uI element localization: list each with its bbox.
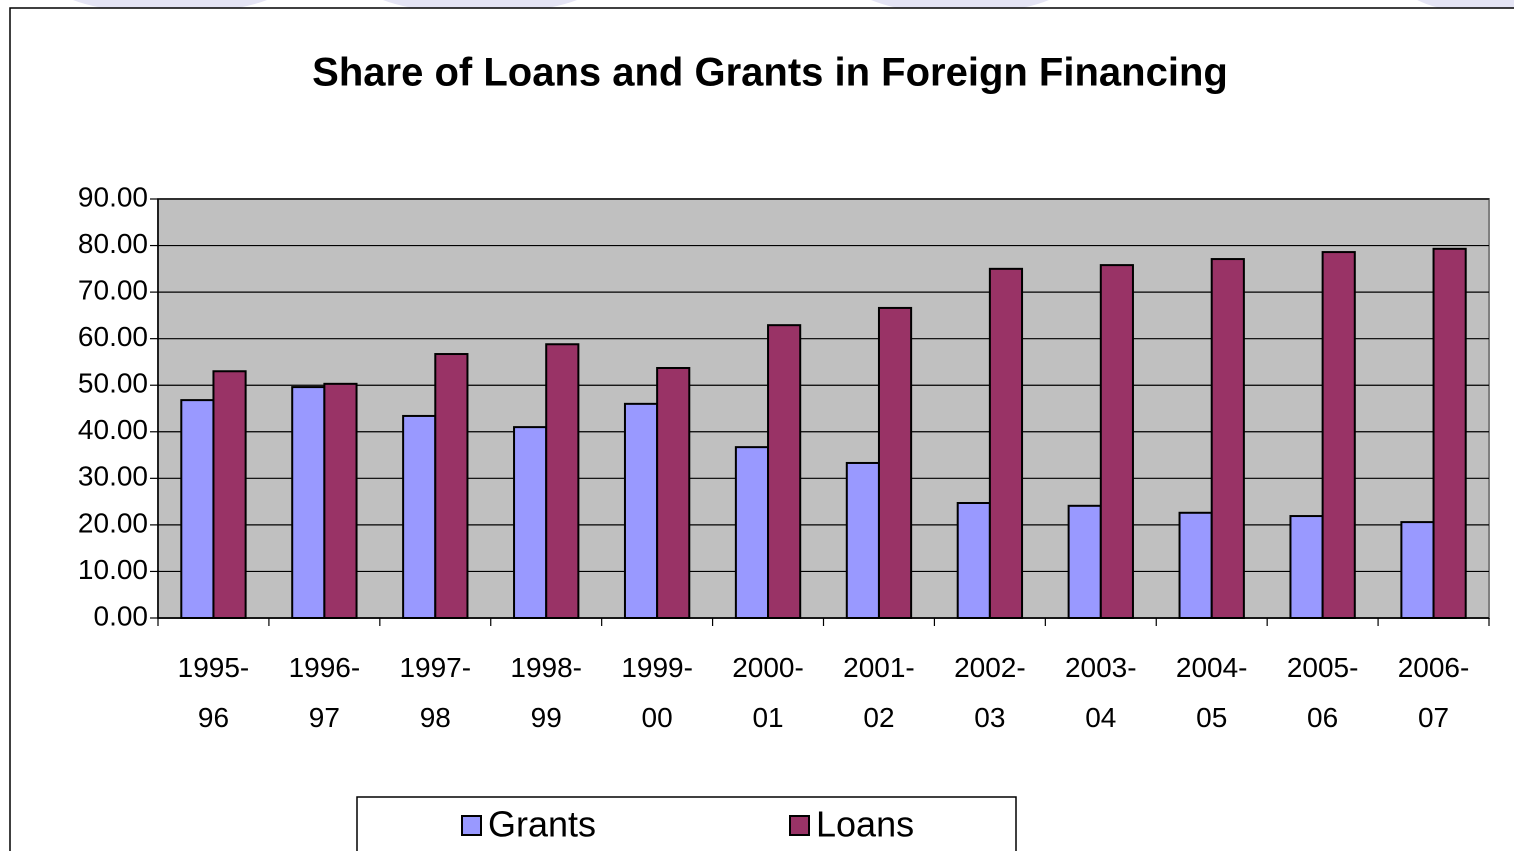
plot-area — [157, 198, 1490, 619]
x-tick-label: 2002- 03 — [954, 652, 1026, 733]
y-tick-label: 40.00 — [78, 414, 148, 445]
x-tick-label-line: 05 — [1196, 702, 1227, 733]
x-tick-label-line: 1998- — [510, 652, 582, 683]
bar — [323, 382, 358, 619]
x-tick-label-line: 2000- — [732, 652, 804, 683]
y-tick-label: 90.00 — [78, 181, 148, 212]
x-tick-label: 1999- 00 — [621, 652, 693, 733]
bar — [545, 343, 580, 619]
x-tick-label-line: 99 — [531, 702, 562, 733]
y-tick-label: 60.00 — [78, 321, 148, 352]
bar — [1210, 258, 1245, 619]
x-tick-label: 2005- 06 — [1287, 652, 1359, 733]
x-tick-label-line: 98 — [420, 702, 451, 733]
x-tick-label-line: 2002- — [954, 652, 1026, 683]
y-tick-label: 0.00 — [94, 600, 149, 631]
bar — [877, 306, 913, 619]
x-tick-label-line: 01 — [752, 702, 783, 733]
x-tick-label-line: 06 — [1307, 702, 1338, 733]
x-tick-label-line: 2005- — [1287, 652, 1359, 683]
bar — [402, 414, 437, 619]
y-tick-label: 80.00 — [78, 228, 148, 259]
bar — [513, 426, 548, 619]
x-tick-label: 2003- 04 — [1065, 652, 1137, 733]
y-tick-label: 30.00 — [78, 461, 148, 492]
bar — [1067, 504, 1102, 620]
bar — [656, 366, 691, 619]
x-tick-label: 1996- 97 — [289, 652, 361, 733]
bar — [1400, 521, 1435, 620]
x-tick-label-line: 02 — [863, 702, 894, 733]
bar — [845, 461, 880, 619]
x-tick-label-line: 1997- — [399, 652, 471, 683]
bar — [291, 386, 326, 619]
y-tick-label: 10.00 — [78, 554, 148, 585]
bar — [988, 267, 1024, 619]
x-tick-label: 2000- 01 — [732, 652, 804, 733]
x-tick-label: 2001- 02 — [843, 652, 915, 733]
bar — [1289, 515, 1324, 619]
x-tick-label-line: 97 — [309, 702, 340, 733]
bar — [767, 324, 802, 619]
legend-label: Loans — [816, 804, 914, 845]
x-tick-label-line: 04 — [1085, 702, 1116, 733]
x-tick-label-line: 2004- — [1176, 652, 1248, 683]
x-tick-label-line: 1996- — [289, 652, 361, 683]
x-tick-label-line: 07 — [1418, 702, 1449, 733]
x-tick-label-line: 2001- — [843, 652, 915, 683]
x-tick-label-line: 2003- — [1065, 652, 1137, 683]
x-tick-label: 1997- 98 — [399, 652, 471, 733]
bar — [734, 446, 770, 619]
x-tick-label-line: 96 — [198, 702, 229, 733]
legend-swatch — [789, 815, 810, 836]
x-tick-label-line: 1995- — [178, 652, 250, 683]
legend — [356, 796, 1017, 851]
legend-swatch — [461, 815, 482, 836]
bar — [180, 399, 215, 619]
x-tick-label: 1995- 96 — [178, 652, 250, 733]
x-tick-label-line: 03 — [974, 702, 1005, 733]
x-tick-label-line: 00 — [642, 702, 673, 733]
bar — [434, 353, 469, 619]
y-tick-label: 50.00 — [78, 368, 148, 399]
x-tick-label: 2006- 07 — [1398, 652, 1470, 733]
bar — [623, 402, 659, 619]
x-tick-label-line: 1999- — [621, 652, 693, 683]
bar — [1178, 511, 1213, 619]
y-tick-label: 70.00 — [78, 275, 148, 306]
bar — [1321, 251, 1356, 619]
bar — [956, 502, 991, 620]
x-tick-label-line: 2006- — [1398, 652, 1470, 683]
x-tick-label: 2004- 05 — [1176, 652, 1248, 733]
legend-label: Grants — [488, 804, 596, 845]
bar — [1432, 247, 1467, 619]
bar — [212, 370, 247, 619]
chart-title: Share of Loans and Grants in Foreign Fin… — [312, 51, 1228, 95]
bar — [1099, 264, 1134, 619]
y-tick-label: 20.00 — [78, 507, 148, 538]
x-tick-label: 1998- 99 — [510, 652, 582, 733]
